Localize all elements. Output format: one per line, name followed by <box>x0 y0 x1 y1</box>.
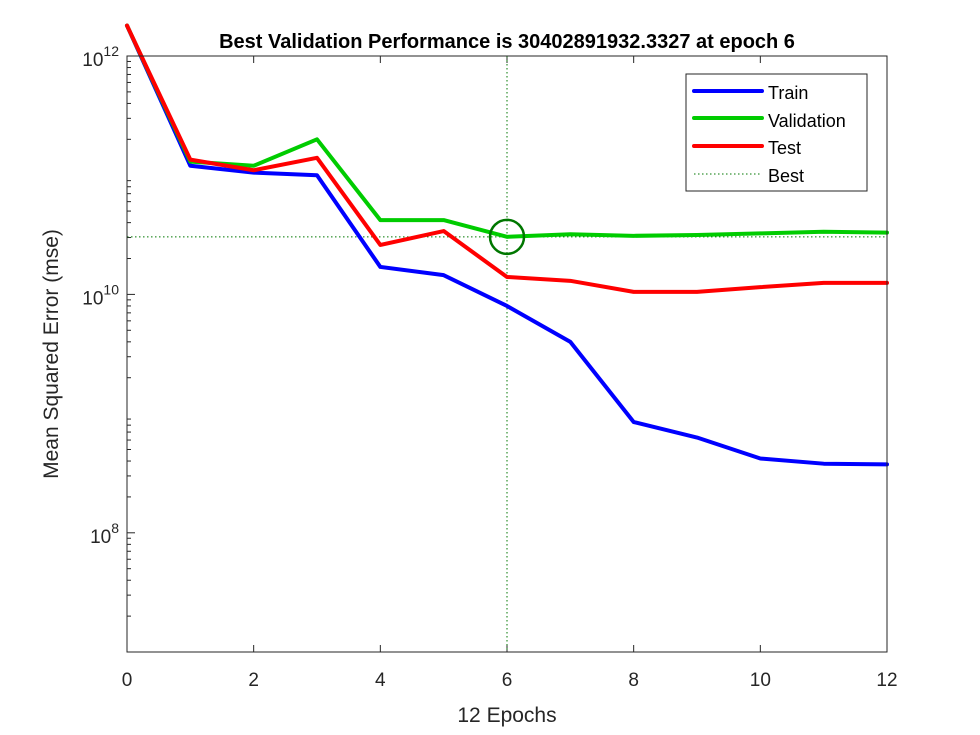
series-lines <box>125 23 889 467</box>
legend-label-validation: Validation <box>768 111 846 131</box>
series-line-validation <box>125 23 889 239</box>
x-axis-label: 12 Epochs <box>457 704 556 727</box>
y-tick-label: 1010 <box>82 281 119 309</box>
plot-frame <box>126 55 888 653</box>
legend-label-test: Test <box>768 138 801 158</box>
chart-title: Best Validation Performance is 304028919… <box>219 31 795 53</box>
x-axis-ticks: 0 2 4 6 8 10 12 <box>122 56 898 691</box>
y-axis-ticks: 1012 1010 108 <box>82 43 135 548</box>
y-tick-label: 108 <box>90 520 119 548</box>
series-line-train <box>125 23 889 467</box>
x-tick-label: 8 <box>628 670 639 691</box>
series-line-test <box>125 23 889 294</box>
x-tick-label: 10 <box>750 670 771 691</box>
x-tick-label: 12 <box>876 670 897 691</box>
y-tick-label: 1012 <box>82 43 119 71</box>
x-tick-label: 6 <box>502 670 513 691</box>
legend-label-best: Best <box>768 166 804 186</box>
x-tick-label: 0 <box>122 670 133 691</box>
x-tick-label: 4 <box>375 670 386 691</box>
legend-label-train: Train <box>768 83 808 103</box>
best-point-marker <box>488 218 526 256</box>
x-tick-label: 2 <box>248 670 259 691</box>
y-minor-ticks <box>127 60 131 617</box>
legend-box <box>685 73 868 192</box>
legend: Train Validation Test Best <box>685 73 868 192</box>
y-axis-label: Mean Squared Error (mse) <box>40 229 63 479</box>
